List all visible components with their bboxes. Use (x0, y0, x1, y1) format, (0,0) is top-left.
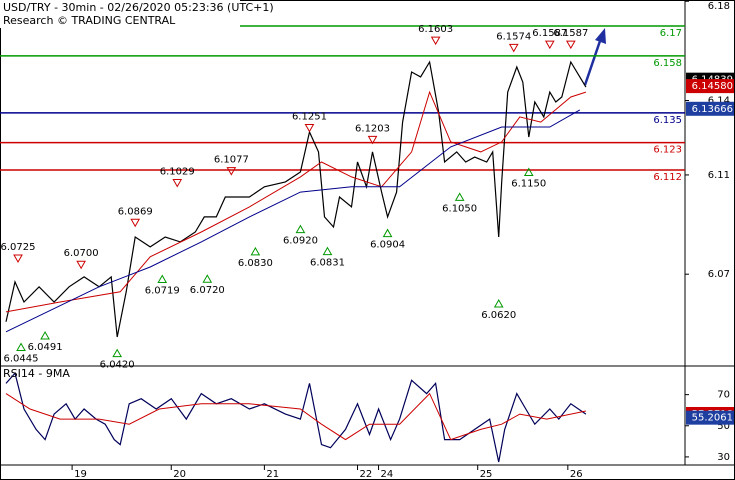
swing-high-marker (172, 179, 183, 188)
swing-high-marker (544, 40, 555, 50)
swing-label: 6.0830 (238, 258, 273, 269)
swing-label: 6.0491 (28, 342, 63, 353)
y-tick-label: 6.14 (708, 95, 730, 106)
level-label: 6.112 (653, 172, 682, 183)
swing-label: 6.0445 (4, 353, 39, 364)
level-label: 6.17 (660, 28, 682, 39)
series-line (5, 60, 587, 338)
swing-label: 6.1150 (511, 179, 546, 190)
level-label: 6.123 (653, 145, 682, 156)
swing-high-marker (430, 36, 441, 46)
price-tag (686, 101, 734, 116)
swing-low-marker (454, 192, 465, 201)
swing-label: 6.1077 (214, 155, 249, 166)
series-line (5, 392, 587, 441)
swing-label: 6.0831 (310, 258, 345, 269)
forecast-arrow (583, 37, 603, 86)
x-tick-label: 22 (360, 469, 373, 480)
swing-label: 6.0904 (370, 240, 405, 251)
swing-high-marker (367, 135, 378, 145)
swing-label: 6.0725 (1, 242, 36, 253)
swing-high-marker (508, 43, 519, 53)
swing-label: 6.1603 (418, 24, 453, 35)
y-tick-label: 30 (717, 452, 730, 463)
swing-high-marker (565, 40, 576, 50)
swing-low-marker (40, 331, 50, 340)
series-line (5, 109, 581, 333)
level-label: 6.158 (653, 58, 682, 69)
swing-low-marker (16, 342, 26, 351)
x-tick-label: 21 (266, 469, 279, 480)
chart-subtitle: Research © TRADING CENTRAL (3, 14, 176, 27)
price-tag (686, 410, 734, 425)
price-tag-label: 6.14580 (692, 81, 733, 92)
price-tag-label: 6.13666 (692, 104, 733, 115)
swing-label: 6.1050 (442, 203, 477, 214)
swing-low-marker (250, 246, 261, 256)
swing-label: 6.1029 (160, 167, 195, 178)
swing-label: 6.0719 (145, 285, 180, 296)
swing-high-marker (304, 123, 315, 133)
swing-high-marker (76, 260, 86, 270)
swing-low-marker (322, 246, 333, 256)
y-tick-label: 6.07 (708, 269, 730, 280)
swing-label: 6.0869 (118, 206, 153, 217)
y-tick-label: 70 (717, 390, 730, 401)
y-tick-label: 50 (717, 421, 730, 432)
swing-low-marker (493, 299, 504, 308)
x-tick-label: 19 (74, 469, 87, 480)
forecast-arrowhead (595, 28, 606, 44)
swing-label: 6.1251 (292, 111, 327, 122)
swing-label: 6.1203 (355, 123, 390, 134)
swing-low-marker (157, 274, 168, 283)
swing-label: 6.0720 (190, 285, 225, 296)
swing-low-marker (382, 228, 393, 238)
swing-label: 6.0700 (64, 248, 99, 259)
swing-high-marker (226, 167, 237, 176)
price-tag-label: 55.2061 (692, 413, 733, 424)
series-line (5, 90, 587, 313)
swing-low-marker (523, 167, 534, 177)
swing-high-marker (13, 254, 23, 263)
swing-label: 6.0420 (100, 360, 135, 371)
swing-low-marker (202, 274, 213, 283)
swing-low-marker (112, 348, 123, 358)
swing-low-marker (295, 224, 306, 234)
swing-label: 6.1587 (553, 28, 588, 39)
y-tick-label: 6.11 (708, 170, 730, 181)
x-tick-label: 25 (480, 469, 493, 480)
swing-label: 6.1587 (532, 28, 567, 39)
level-label: 6.135 (653, 115, 682, 126)
series-line (5, 371, 587, 463)
chart-title: USD/TRY - 30min - 02/26/2020 05:23:36 (U… (3, 1, 274, 14)
x-tick-label: 20 (173, 469, 186, 480)
swing-high-marker (130, 218, 141, 228)
rsi-title: RSI14 - 9MA (3, 367, 70, 380)
swing-label: 6.1574 (496, 31, 531, 42)
y-tick-label: 6.18 (708, 1, 730, 12)
swing-label: 6.0920 (283, 236, 318, 247)
header-bg (0, 0, 240, 28)
price-tag (686, 79, 734, 94)
x-tick-label: 24 (381, 469, 394, 480)
x-tick-label: 26 (570, 469, 583, 480)
swing-label: 6.0620 (481, 310, 516, 321)
